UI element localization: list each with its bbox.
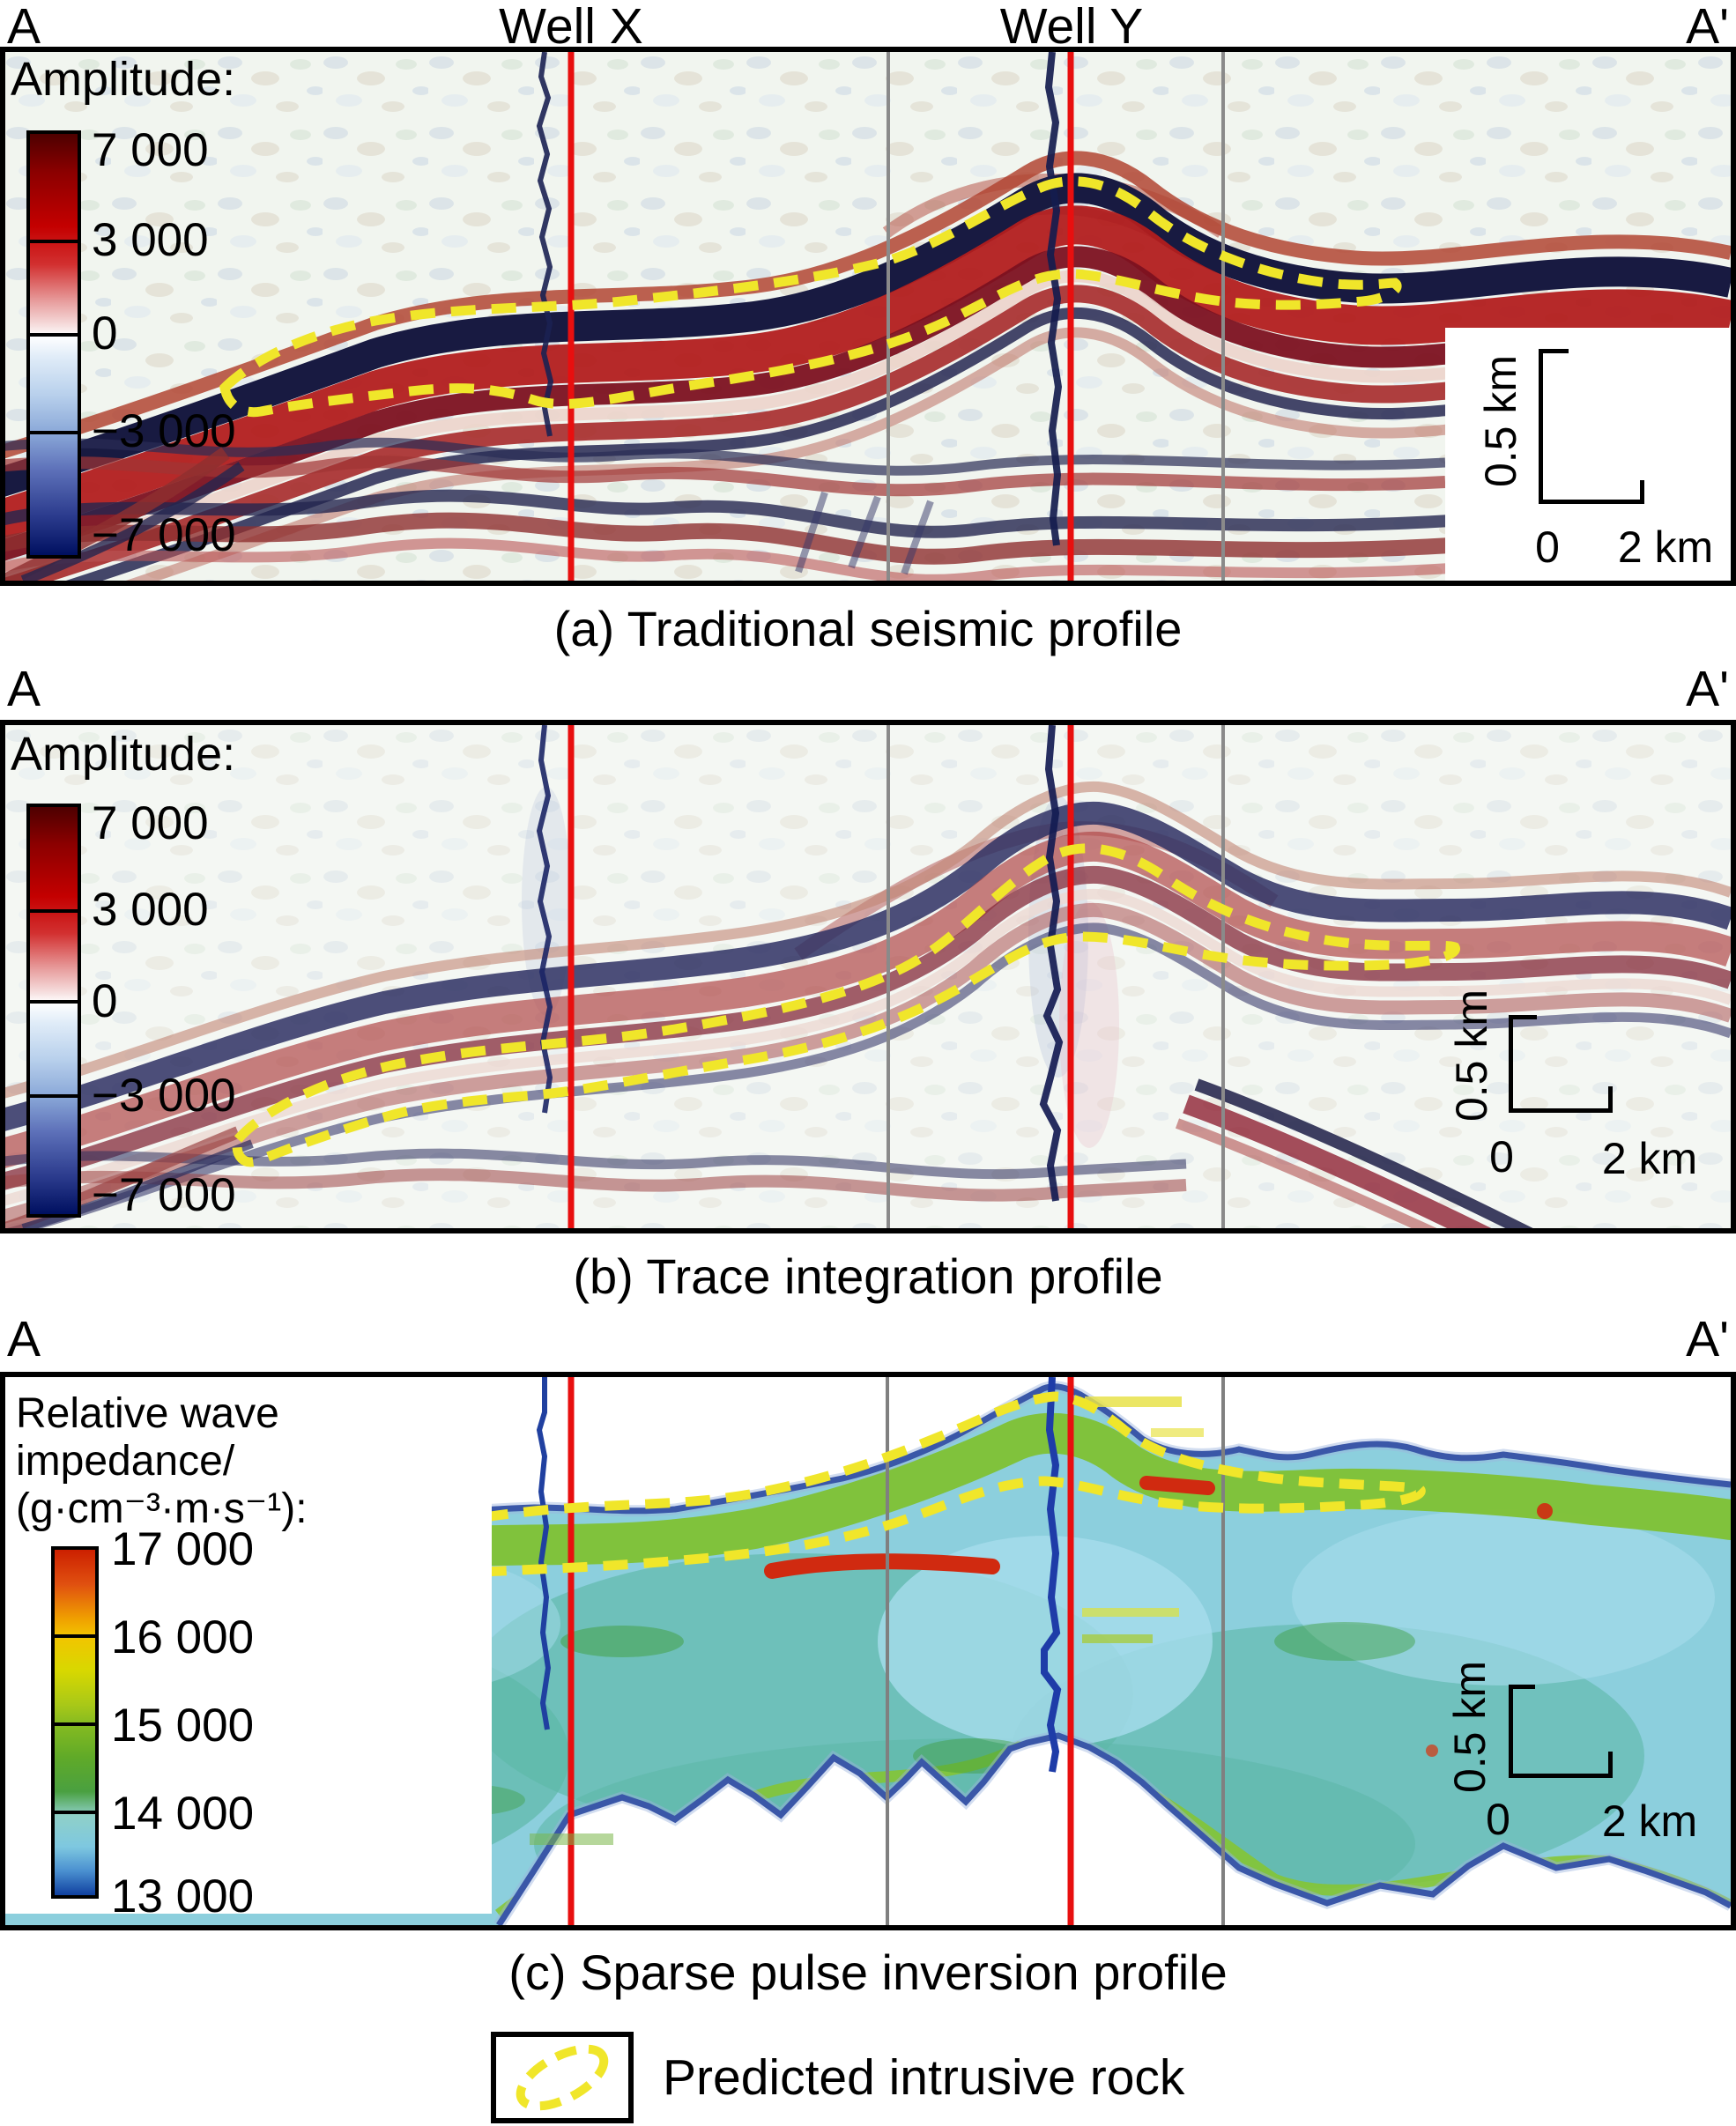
panel-b-tick: 0 <box>92 975 118 1027</box>
panel-a-colorbar-title: Amplitude: <box>11 53 236 106</box>
panel-c-tick: 13 000 <box>111 1870 255 1922</box>
panel-c-tick: 15 000 <box>111 1700 255 1752</box>
panel-b-colorbar-title: Amplitude: <box>11 728 236 781</box>
panel-c-colorbar-title-line3: (g·cm⁻³·m·s⁻¹): <box>16 1485 308 1532</box>
panel-c-tick: 17 000 <box>111 1523 255 1575</box>
panel-c-scale-zero-label: 0 <box>1486 1795 1510 1844</box>
panel-b-scale-zero-label: 0 <box>1489 1132 1514 1182</box>
panel-a-seismic-section <box>5 52 1731 581</box>
panel-c-label-left: A <box>7 1311 41 1367</box>
panel-a-label-left: A <box>7 0 41 55</box>
panel-b-scale-baseline <box>1509 1108 1613 1113</box>
panel-b-intrusive-rock-outline <box>232 843 1460 1167</box>
panel-b-colorbar-divider <box>30 909 78 913</box>
panel-a-wellx-log-trace <box>536 52 554 437</box>
legend-key-box <box>491 2032 634 2123</box>
panel-a-image <box>0 47 1736 586</box>
panel-c-caption: (c) Sparse pulse inversion profile <box>508 1945 1228 2000</box>
legend-intrusive-rock-symbol <box>516 2044 609 2111</box>
panel-b-scale-horizontal-label: 2 km <box>1601 1134 1698 1183</box>
panel-a-scale-vline <box>1539 349 1543 504</box>
panel-a-intrusive-rock-outline <box>219 176 1402 418</box>
panel-c-colorbar-divider <box>55 1722 95 1726</box>
panel-b-welly-log-trace <box>1039 725 1064 1202</box>
panel-c-well-marker-annotation <box>1082 1634 1153 1643</box>
panel-a-scale-baseline <box>1539 500 1644 504</box>
panel-a-colorbar-divider <box>30 333 78 337</box>
panel-a-scale-vertical-label: 0.5 km <box>1476 354 1525 488</box>
panel-b-colorbar <box>26 804 81 1218</box>
panel-b-seismic-section <box>5 725 1731 1228</box>
panel-c-colorbar-title-line2: impedance/ <box>16 1437 235 1485</box>
panel-c-well-marker-annotation <box>1085 1396 1182 1407</box>
panel-c-scale-vline <box>1509 1685 1513 1778</box>
panel-a-tick: −7 000 <box>92 509 236 561</box>
panel-a-tick: 3 000 <box>92 214 209 266</box>
panel-b-label-right: A' <box>1686 661 1729 717</box>
panel-c-well-marker-annotation <box>1151 1428 1204 1437</box>
panel-b-scale-vline <box>1509 1015 1513 1113</box>
panel-a-caption: (a) Traditional seismic profile <box>553 601 1183 656</box>
panel-b-scale-vertical-label: 0.5 km <box>1447 989 1496 1122</box>
panel-a-scale-box <box>1445 328 1731 581</box>
panel-a-colorbar-divider <box>30 431 78 434</box>
legend-label: Predicted intrusive rock <box>663 2049 1185 2106</box>
panel-a-well-y-label: Well Y <box>999 0 1144 55</box>
panel-b-tick: 7 000 <box>92 797 209 849</box>
panel-c-scale-baseline <box>1509 1774 1613 1778</box>
panel-a-tick: 7 000 <box>92 124 209 176</box>
panel-b-caption: (b) Trace integration profile <box>573 1248 1163 1304</box>
panel-b-tick: −7 000 <box>92 1169 236 1221</box>
panel-b-label-left: A <box>7 661 41 717</box>
legend-dashed-ellipse <box>516 2044 609 2111</box>
panel-b-scale-toptick <box>1509 1015 1537 1019</box>
panel-a-well-x-label: Well X <box>499 0 643 55</box>
panel-c-colorbar-divider <box>55 1811 95 1814</box>
panel-c-scale-vertical-label: 0.5 km <box>1445 1660 1495 1794</box>
panel-c-tick: 14 000 <box>111 1788 255 1840</box>
panel-c-image <box>0 1372 1736 1930</box>
panel-c-welly-log-trace <box>1041 1377 1062 1773</box>
panel-a-scale-zero-label: 0 <box>1535 522 1560 572</box>
panel-c-impedance-section <box>5 1377 1731 1925</box>
panel-c-wellx-log-trace <box>536 1377 552 1730</box>
panel-a-colorbar-divider <box>30 240 78 243</box>
panel-c-colorbar <box>51 1546 99 1899</box>
panel-a-scale-toptick <box>1539 349 1569 353</box>
panel-a-label-right: A' <box>1686 0 1729 55</box>
panel-c-well-marker-annotation <box>530 1833 613 1845</box>
panel-c-scale-horizontal-label: 2 km <box>1601 1796 1698 1846</box>
panel-c-scale-toptick <box>1509 1685 1535 1689</box>
panel-c-colorbar-title: Relative wave impedance/ (g·cm⁻³·m·s⁻¹): <box>16 1390 308 1532</box>
panel-a-scale-horizontal-label: 2 km <box>1617 522 1714 572</box>
panel-c-colorbar-divider <box>55 1634 95 1638</box>
panel-b-colorbar-divider <box>30 1000 78 1004</box>
panel-a-welly-log-trace <box>1044 52 1063 546</box>
panel-b-image <box>0 720 1736 1233</box>
panel-a-tick: 0 <box>92 307 118 359</box>
panel-a-tick: −3 000 <box>92 405 236 457</box>
panel-c-label-right: A' <box>1686 1311 1729 1367</box>
panel-c-tick: 16 000 <box>111 1611 255 1663</box>
panel-b-scale-righttick <box>1608 1086 1613 1111</box>
panel-b-tick: −3 000 <box>92 1070 236 1122</box>
panel-c-colorbar-title-line1: Relative wave <box>16 1390 279 1437</box>
panel-a-scale-righttick <box>1640 480 1644 504</box>
panel-b-tick: 3 000 <box>92 884 209 936</box>
panel-c-scale-righttick <box>1608 1752 1613 1778</box>
panel-c-intrusive-rock-outline <box>360 1391 1426 1578</box>
panel-a-colorbar <box>26 130 81 559</box>
panel-c-well-marker-annotation <box>1082 1608 1179 1617</box>
panel-b-colorbar-divider <box>30 1094 78 1098</box>
